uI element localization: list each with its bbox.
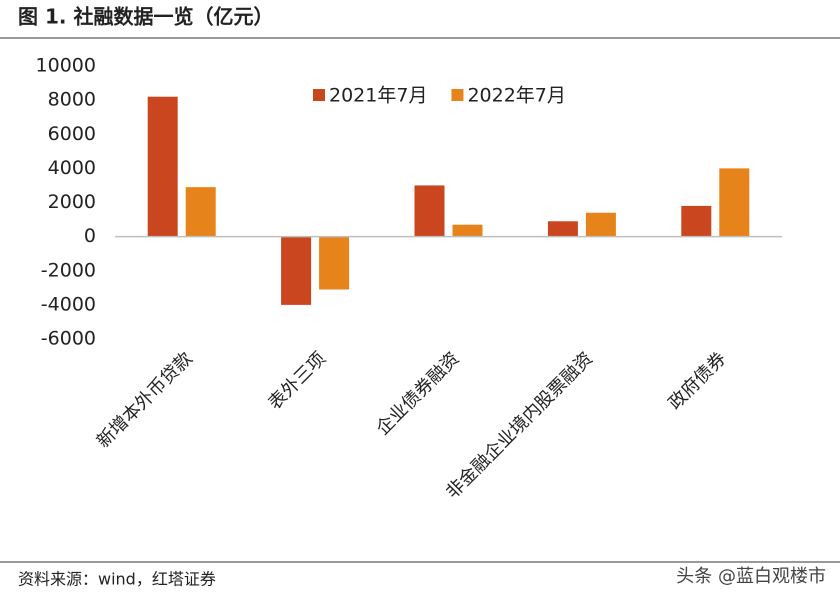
legend-swatch	[451, 89, 464, 101]
watermark: 头条 @蓝白观楼市	[676, 566, 826, 587]
bar	[719, 168, 750, 237]
bar	[452, 224, 483, 237]
x-tick-label: 政府债券	[665, 348, 731, 414]
y-tick-label: -6000	[41, 328, 96, 350]
bar	[147, 96, 178, 237]
source: 资料来源：wind，红塔证券	[18, 570, 216, 589]
y-tick-label: 6000	[48, 123, 96, 145]
x-tick-label: 表外三项	[264, 348, 330, 414]
y-tick-label: 2000	[48, 191, 96, 213]
legend-label: 2022年7月	[467, 85, 565, 107]
bar	[185, 187, 216, 237]
bar	[281, 236, 312, 305]
bar	[681, 205, 712, 237]
y-tick-label: 4000	[48, 157, 96, 179]
y-tick-label: -2000	[41, 259, 96, 281]
y-tick-label: 8000	[48, 89, 96, 111]
y-tick-label: 10000	[36, 55, 96, 77]
x-tick-label: 非金融企业境内股票融资	[442, 348, 597, 503]
y-tick-label: 0	[84, 225, 96, 247]
chart-title: 图 1. 社融数据一览（亿元）	[18, 5, 273, 29]
x-tick-label: 新增本外币贷款	[93, 348, 197, 452]
bar	[585, 212, 616, 237]
legend-swatch	[313, 89, 325, 101]
bar	[414, 185, 445, 237]
y-tick-label: -4000	[41, 293, 96, 315]
bar	[319, 236, 350, 290]
legend-label: 2021年7月	[329, 85, 427, 107]
bar	[547, 221, 578, 237]
x-tick-label: 企业债券融资	[372, 348, 463, 439]
